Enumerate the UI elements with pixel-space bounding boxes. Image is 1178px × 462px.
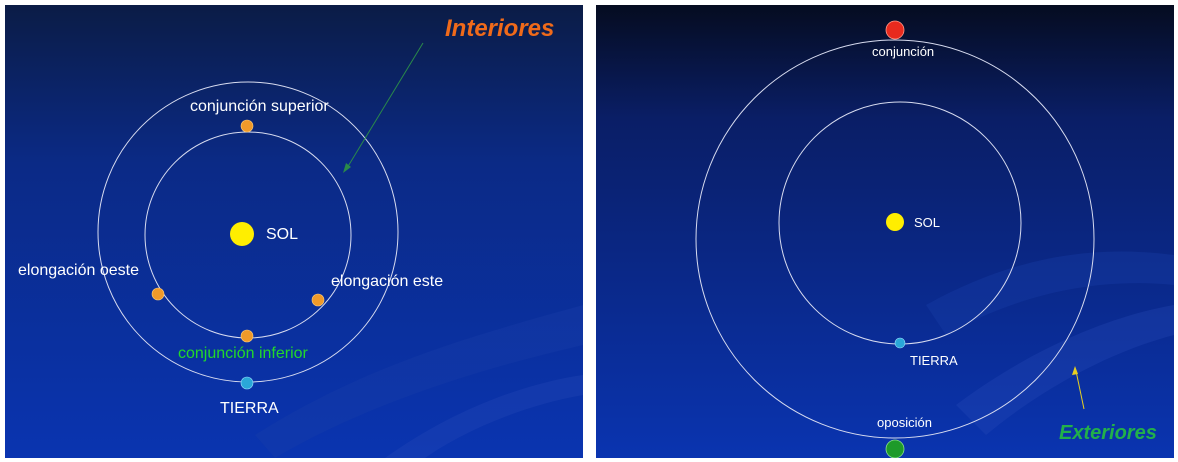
label-sun: SOL (266, 226, 298, 243)
label-conjunction: conjunción (872, 44, 934, 59)
background-swoosh (956, 305, 1174, 435)
arrow-line (1075, 370, 1085, 410)
planet-conjunction (885, 20, 905, 40)
earth (240, 376, 254, 390)
earth (894, 337, 906, 349)
label-superior-conjunction: conjunción superior (190, 98, 329, 115)
planet-east-elongation (311, 293, 325, 307)
sun (886, 213, 904, 231)
label-west-elongation: elongación oeste (18, 262, 139, 279)
planet-superior-conjunction (240, 119, 254, 133)
planet-west-elongation (151, 287, 165, 301)
background-swoosh (385, 375, 583, 458)
background-swoosh (926, 251, 1174, 335)
planet-opposition (885, 439, 905, 458)
outer-planet-orbit (695, 39, 1095, 439)
background-swoosh (255, 305, 583, 458)
label-inferior-conjunction: conjunción inferior (178, 345, 309, 362)
superior-planets-diagram: conjunción SOL TIERRA oposición Exterior… (596, 5, 1174, 458)
inferior-planets-diagram: Interiores conjunción superior SOL elong… (5, 5, 583, 458)
title-exteriores: Exteriores (1059, 422, 1157, 444)
label-earth: TIERRA (910, 353, 958, 368)
background (5, 5, 583, 458)
background (596, 5, 1174, 458)
label-east-elongation: elongación este (331, 273, 443, 290)
title-interiores: Interiores (445, 15, 554, 42)
arrow-head (343, 163, 351, 173)
label-earth: TIERRA (220, 400, 279, 417)
arrow-line (346, 42, 424, 169)
planet-inferior-conjunction (240, 329, 254, 343)
label-sun: SOL (914, 215, 940, 230)
inferior-planets-svg: Interiores conjunción superior SOL elong… (5, 5, 583, 458)
label-opposition: oposición (877, 415, 932, 430)
arrow-head (1072, 366, 1078, 375)
sun (230, 222, 254, 246)
superior-planets-svg: conjunción SOL TIERRA oposición Exterior… (596, 5, 1174, 458)
